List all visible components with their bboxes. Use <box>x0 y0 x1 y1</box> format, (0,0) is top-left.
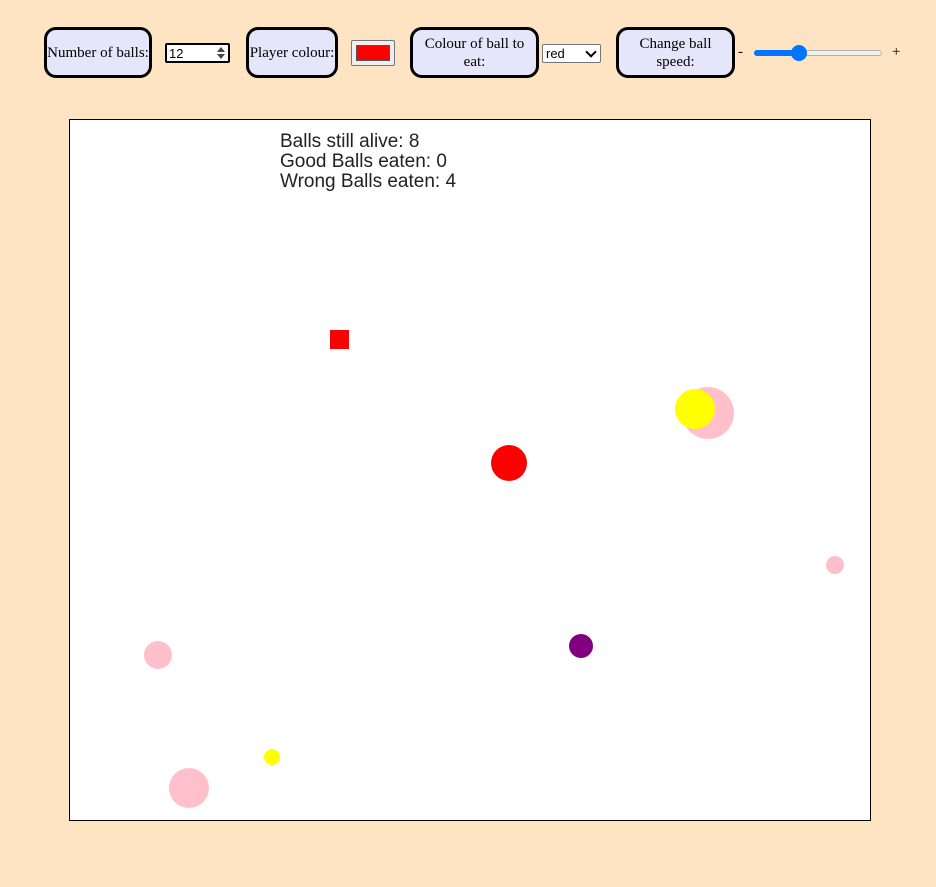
num-balls-input[interactable]: 12 <box>165 43 230 63</box>
slider-thumb[interactable] <box>790 45 807 61</box>
ball-yellow <box>264 749 280 765</box>
control-bar: Number of balls: 12 Player colour: Colou… <box>0 0 936 100</box>
num-balls-label-text: Number of balls: <box>47 44 149 61</box>
eat-colour-label-text: Colour of ball to eat: <box>424 35 525 70</box>
eat-colour-selected: red <box>546 46 565 61</box>
speed-minus-label: - <box>738 44 743 60</box>
ball-red <box>491 445 527 481</box>
player-square <box>330 330 349 349</box>
ball-yellow <box>675 389 715 429</box>
stats-panel: Balls still alive: 8 Good Balls eaten: 0… <box>280 132 456 192</box>
balls-alive-text: Balls still alive: 8 <box>280 131 420 152</box>
good-balls-text: Good Balls eaten: 0 <box>280 151 447 172</box>
chevron-down-icon <box>585 45 597 58</box>
speed-slider[interactable] <box>754 45 882 61</box>
game-canvas[interactable]: Balls still alive: 8 Good Balls eaten: 0… <box>69 119 871 821</box>
slider-fill <box>754 50 799 56</box>
player-colour-swatch <box>356 45 390 61</box>
ball-pink <box>169 768 209 808</box>
num-balls-label: Number of balls: <box>44 27 152 78</box>
speed-plus-label: + <box>892 44 901 60</box>
player-colour-label-text: Player colour: <box>249 44 335 61</box>
eat-colour-select[interactable]: red <box>542 44 601 63</box>
ball-pink <box>144 641 172 669</box>
player-colour-picker[interactable] <box>351 40 395 66</box>
speed-label-text: Change ball speed: <box>639 35 712 70</box>
player-colour-label: Player colour: <box>246 27 338 78</box>
ball-pink <box>826 556 844 574</box>
ball-purple <box>569 634 593 658</box>
eat-colour-label: Colour of ball to eat: <box>410 27 539 78</box>
wrong-balls-text: Wrong Balls eaten: 4 <box>280 171 457 192</box>
speed-label: Change ball speed: <box>616 27 735 78</box>
num-balls-value: 12 <box>169 45 184 61</box>
spinner-arrows-icon[interactable] <box>216 46 226 60</box>
